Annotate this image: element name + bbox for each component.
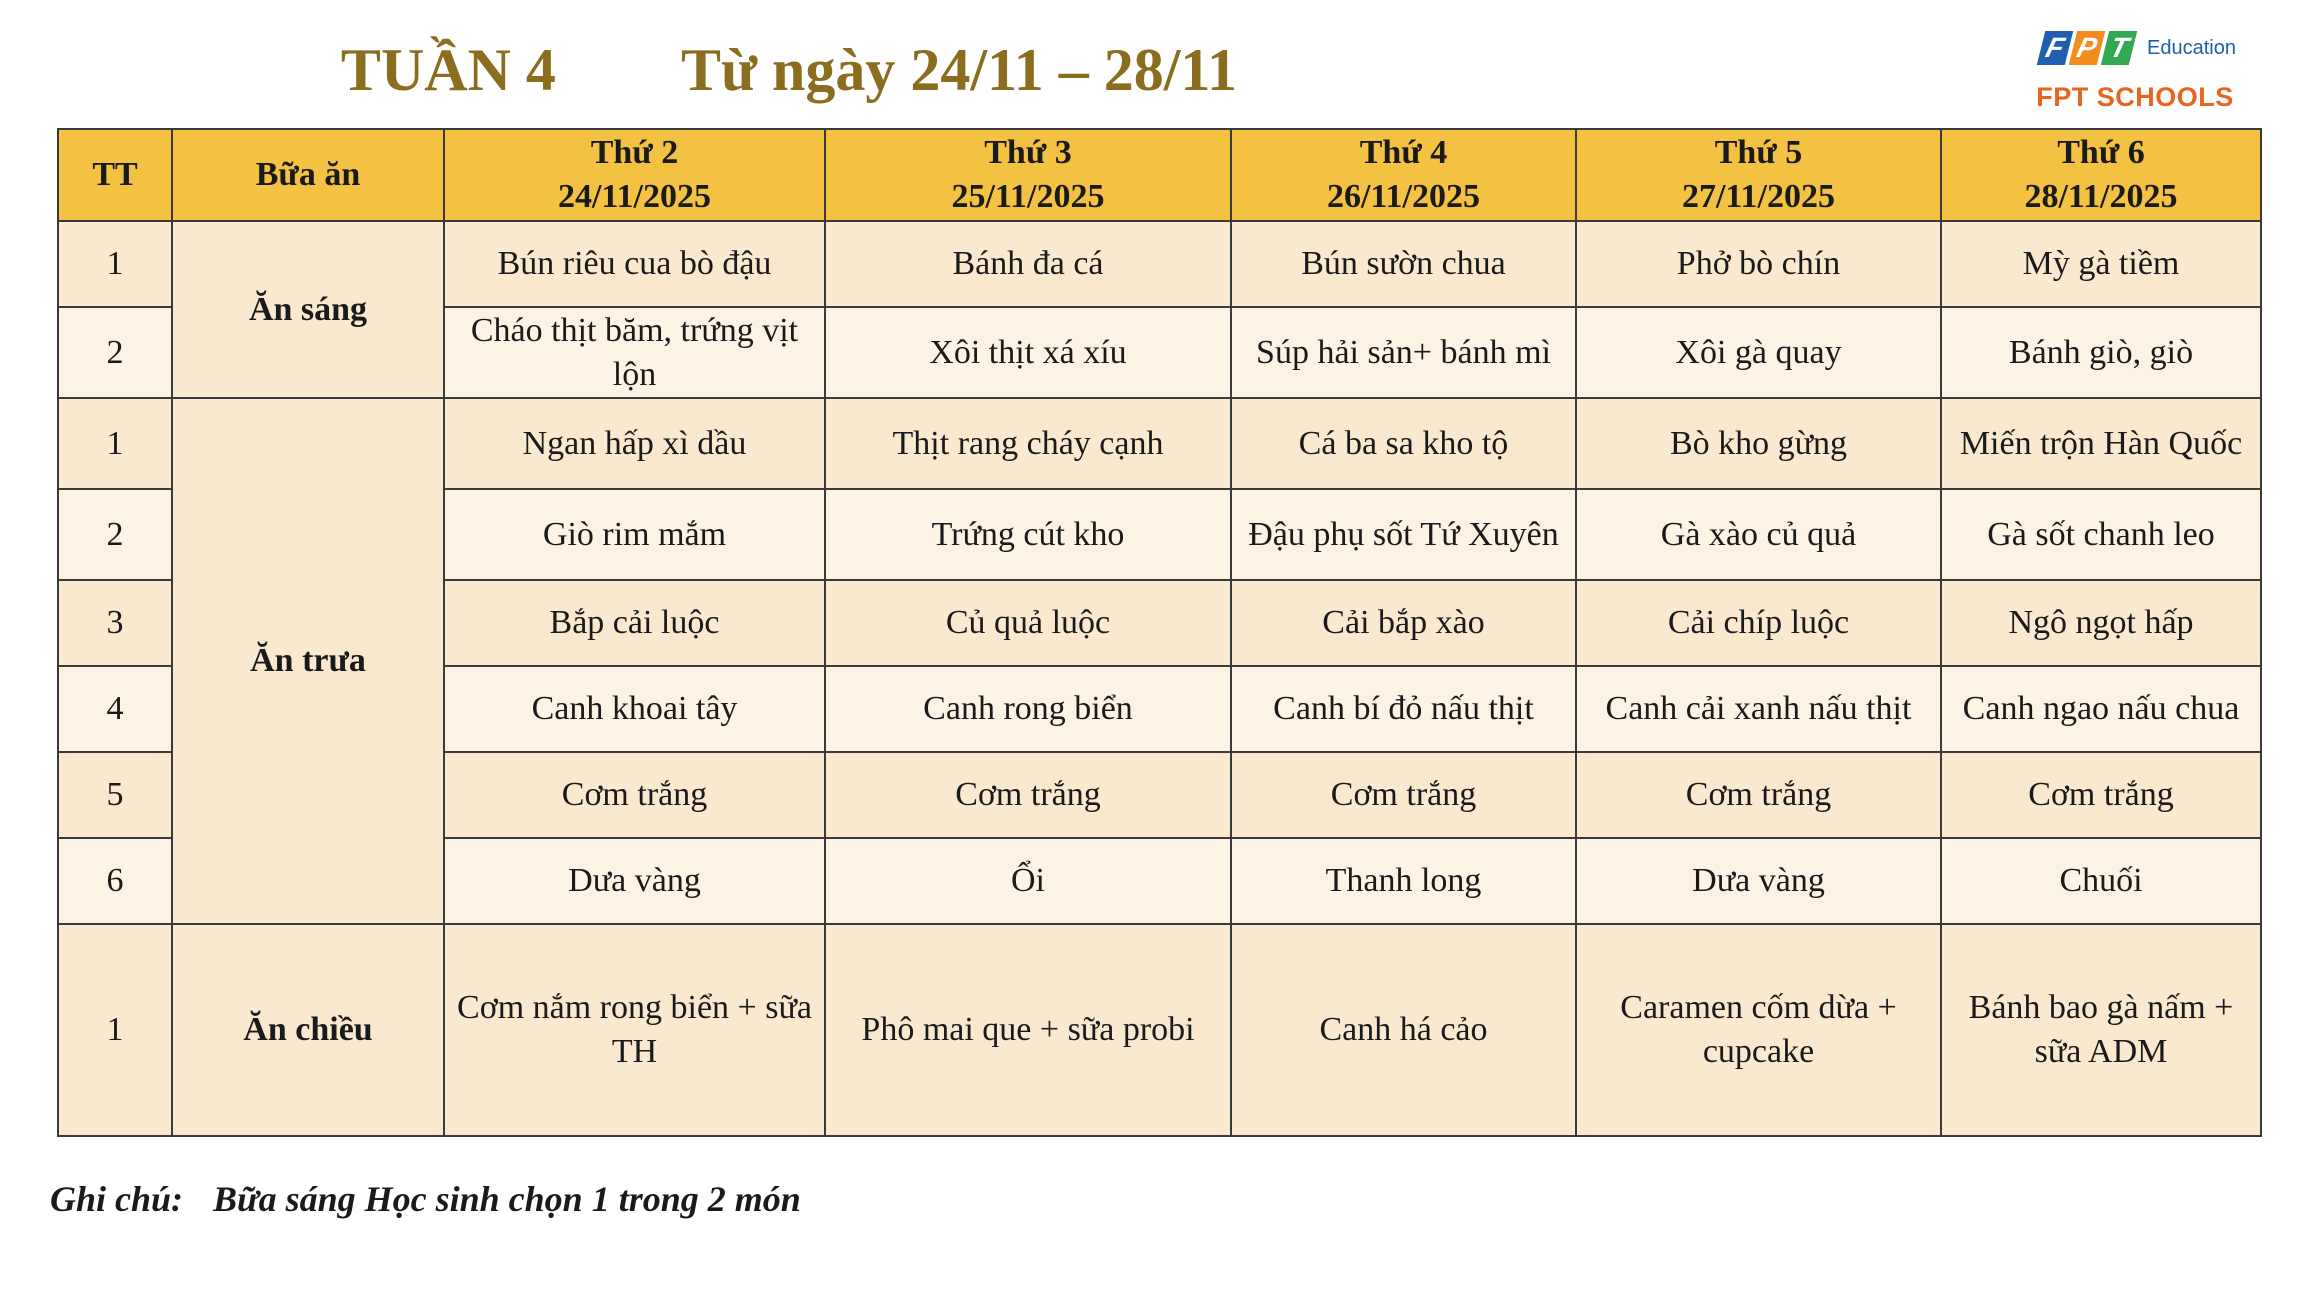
day-name: Thứ 5	[1714, 134, 1803, 171]
row-number: 4	[57, 665, 173, 753]
dish-cell: Chuối	[1940, 837, 2262, 925]
dish-cell: Caramen cốm dừa + cupcake	[1575, 923, 1942, 1137]
dish-cell: Canh há cảo	[1230, 923, 1577, 1137]
dish-cell: Đậu phụ sốt Tứ Xuyên	[1230, 488, 1577, 581]
dish-cell: Xôi thịt xá xíu	[824, 306, 1232, 399]
row-number: 5	[57, 751, 173, 839]
header-tt: TT	[57, 128, 173, 222]
dish-cell: Canh rong biển	[824, 665, 1232, 753]
dish-cell: Cháo thịt băm, trứng vịt lộn	[443, 306, 826, 399]
dish-cell: Cơm trắng	[1940, 751, 2262, 839]
header-day: Thứ 3 25/11/2025	[824, 128, 1232, 222]
logo-letter-f: F	[2036, 31, 2074, 65]
dish-cell: Cá ba sa kho tộ	[1230, 397, 1577, 490]
dish-cell: Dưa vàng	[443, 837, 826, 925]
weekly-menu-table: TT Bữa ăn Thứ 2 24/11/2025 Thứ 3 25/11/202…	[57, 128, 2262, 1137]
date-range: Từ ngày 24/11 – 28/11	[680, 37, 1238, 103]
dish-cell: Miến trộn Hàn Quốc	[1940, 397, 2262, 490]
footnote-text: Bữa sáng Học sinh chọn 1 trong 2 món	[213, 1179, 801, 1219]
table-row: 4 Canh khoai tây Canh rong biển Canh bí …	[57, 665, 2262, 753]
dish-cell: Mỳ gà tiềm	[1940, 220, 2262, 308]
dish-cell: Súp hải sản+ bánh mì	[1230, 306, 1577, 399]
dish-cell: Cải bắp xào	[1230, 579, 1577, 667]
meal-breakfast: Ăn sáng	[171, 220, 445, 399]
logo-letter-p: P	[2068, 31, 2106, 65]
row-number: 2	[57, 306, 173, 399]
table-row: 3 Bắp cải luộc Củ quả luộc Cải bắp xào C…	[57, 579, 2262, 667]
day-name: Thứ 6	[2057, 134, 2145, 171]
dish-cell: Canh khoai tây	[443, 665, 826, 753]
row-number: 2	[57, 488, 173, 581]
logo-education-text: Education	[2147, 36, 2236, 59]
day-name: Thứ 4	[1359, 134, 1448, 171]
day-date: 27/11/2025	[1681, 178, 1836, 215]
dish-cell: Dưa vàng	[1575, 837, 1942, 925]
day-name: Thứ 3	[984, 134, 1072, 171]
dish-cell: Bún riêu cua bò đậu	[443, 220, 826, 308]
row-number: 6	[57, 837, 173, 925]
dish-cell: Ổi	[824, 837, 1232, 925]
dish-cell: Phở bò chín	[1575, 220, 1942, 308]
row-number: 1	[57, 220, 173, 308]
row-number: 1	[57, 923, 173, 1137]
table-row: 5 Cơm trắng Cơm trắng Cơm trắng Cơm trắn…	[57, 751, 2262, 839]
dish-cell: Bắp cải luộc	[443, 579, 826, 667]
header-meal: Bữa ăn	[171, 128, 445, 222]
dish-cell: Gà xào củ quả	[1575, 488, 1942, 581]
dish-cell: Bánh bao gà nấm + sữa ADM	[1940, 923, 2262, 1137]
table-row: 1 Ăn sáng Bún riêu cua bò đậu Bánh đa cá…	[57, 220, 2262, 399]
header-day: Thứ 2 24/11/2025	[443, 128, 826, 222]
table-row: 1 Ăn trưa Ngan hấp xì dầu Thịt rang cháy…	[57, 397, 2262, 925]
header-day: Thứ 5 27/11/2025	[1575, 128, 1942, 222]
dish-cell: Cơm trắng	[1230, 751, 1577, 839]
day-date: 28/11/2025	[2024, 178, 2178, 215]
logo-letter-t: T	[2100, 31, 2138, 65]
table-row: 6 Dưa vàng Ổi Thanh long Dưa vàng Chuối	[57, 837, 2262, 925]
footnote-label: Ghi chú:	[50, 1179, 184, 1219]
dish-cell: Canh ngao nấu chua	[1940, 665, 2262, 753]
fpt-schools-logo: F P T Education FPT SCHOOLS	[2035, 20, 2236, 120]
dish-cell: Bánh giò, giò	[1940, 306, 2262, 399]
dish-cell: Cơm nắm rong biển + sữa TH	[443, 923, 826, 1137]
week-label: TUẦN 4	[340, 37, 556, 103]
meal-afternoon: Ăn chiều	[171, 923, 445, 1137]
dish-cell: Giò rim mắm	[443, 488, 826, 581]
dish-cell: Canh cải xanh nấu thịt	[1575, 665, 1942, 753]
dish-cell: Trứng cút kho	[824, 488, 1232, 581]
day-date: 26/11/2025	[1326, 178, 1481, 215]
dish-cell: Ngan hấp xì dầu	[443, 397, 826, 490]
dish-cell: Phô mai que + sữa probi	[824, 923, 1232, 1137]
fpt-education-mark: F P T Education	[2036, 26, 2236, 70]
logo-schools-text: FPT SCHOOLS	[2036, 82, 2234, 112]
table-row: 2 Cháo thịt băm, trứng vịt lộn Xôi thịt …	[57, 306, 2262, 399]
dish-cell: Xôi gà quay	[1575, 306, 1942, 399]
day-date: 25/11/2025	[951, 178, 1105, 215]
header-row: TT Bữa ăn Thứ 2 24/11/2025 Thứ 3 25/11/202…	[57, 128, 2262, 222]
dish-cell: Canh bí đỏ nấu thịt	[1230, 665, 1577, 753]
dish-cell: Bún sườn chua	[1230, 220, 1577, 308]
footnote: Ghi chú: Bữa sáng Học sinh chọn 1 trong 2…	[50, 1178, 801, 1220]
row-number: 3	[57, 579, 173, 667]
dish-cell: Bánh đa cá	[824, 220, 1232, 308]
meal-lunch: Ăn trưa	[171, 397, 445, 925]
dish-cell: Củ quả luộc	[824, 579, 1232, 667]
row-number: 1	[57, 397, 173, 490]
header-day: Thứ 6 28/11/2025	[1940, 128, 2262, 222]
table-row: 1 Ăn chiều Cơm nắm rong biển + sữa TH Ph…	[57, 923, 2262, 1137]
dish-cell: Ngô ngọt hấp	[1940, 579, 2262, 667]
dish-cell: Bò kho gừng	[1575, 397, 1942, 490]
header-day: Thứ 4 26/11/2025	[1230, 128, 1577, 222]
day-name: Thứ 2	[590, 134, 679, 171]
dish-cell: Thanh long	[1230, 837, 1577, 925]
page-title: TUẦN 4 Từ ngày 24/11 – 28/11	[0, 30, 1578, 110]
dish-cell: Cơm trắng	[1575, 751, 1942, 839]
dish-cell: Thịt rang cháy cạnh	[824, 397, 1232, 490]
dish-cell: Cơm trắng	[824, 751, 1232, 839]
dish-cell: Cơm trắng	[443, 751, 826, 839]
dish-cell: Gà sốt chanh leo	[1940, 488, 2262, 581]
table-row: 2 Giò rim mắm Trứng cút kho Đậu phụ sốt …	[57, 488, 2262, 581]
day-date: 24/11/2025	[557, 178, 712, 215]
dish-cell: Cải chíp luộc	[1575, 579, 1942, 667]
